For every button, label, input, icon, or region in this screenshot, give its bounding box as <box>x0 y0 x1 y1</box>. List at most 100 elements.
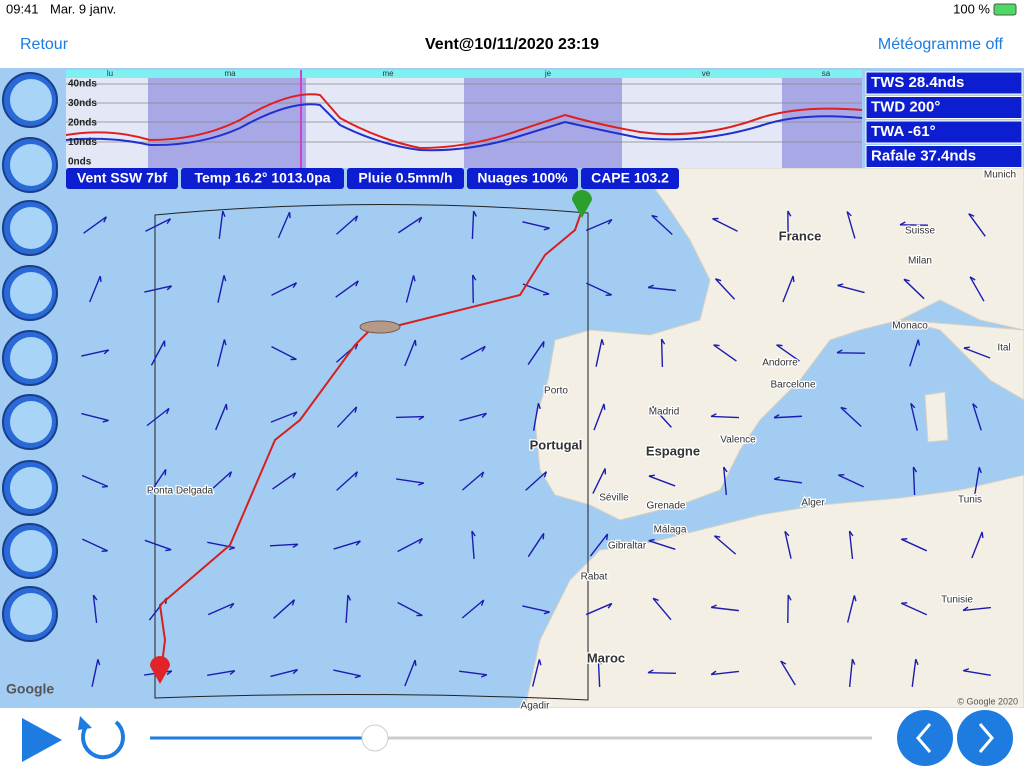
stat-text: TWA -61° <box>871 123 936 140</box>
wind-arrow <box>593 403 606 431</box>
wind-arrow <box>784 530 792 559</box>
wind-arrow <box>271 282 298 296</box>
wind-arrow <box>144 285 173 293</box>
wind-arrow <box>531 659 542 687</box>
prev-button[interactable] <box>897 710 953 766</box>
wind-arrow <box>144 539 172 552</box>
wind-arrow <box>968 213 986 237</box>
wind-arrow <box>333 669 361 679</box>
wind-arrow <box>269 543 299 548</box>
wind-arrow <box>652 597 672 621</box>
map-label: Porto <box>544 386 568 397</box>
map-label: Séville <box>599 493 629 504</box>
wind-arrow <box>207 541 235 551</box>
sidebar-icon-bg <box>10 79 52 121</box>
slider-thumb[interactable] <box>361 724 389 752</box>
play-button[interactable] <box>22 718 62 762</box>
stat-box <box>865 145 1023 168</box>
wind-arrow <box>710 670 739 676</box>
map-label: Ital <box>997 343 1010 354</box>
wind-arrow <box>971 531 984 559</box>
day-label: lu <box>107 69 113 78</box>
info-text: Temp 16.2° 1013.0pa <box>194 170 330 186</box>
y-label: 0nds <box>68 157 92 168</box>
wind-arrow <box>396 478 425 486</box>
wind-arrow <box>81 474 109 488</box>
wind-arrow <box>969 276 985 302</box>
refresh-button[interactable] <box>81 720 125 760</box>
night-band <box>782 78 862 168</box>
wind-arrow <box>150 340 166 366</box>
wind-arrow <box>333 540 361 550</box>
meteogram-grid <box>66 83 862 143</box>
info-box <box>181 168 344 189</box>
day-label: me <box>382 69 394 78</box>
stat-box <box>865 71 1023 95</box>
sidebar-icon-bg <box>10 593 52 635</box>
map-label: Alger <box>801 498 825 509</box>
boat[interactable] <box>359 320 401 334</box>
wind-arrow <box>335 280 359 298</box>
wind-arrow <box>216 339 227 367</box>
wind-arrow <box>900 602 928 616</box>
wind-arrow <box>974 466 982 495</box>
stat-text: TWD 200° <box>871 98 940 115</box>
wind-arrow <box>397 601 423 617</box>
wind-arrow <box>651 214 673 236</box>
wind-arrow <box>836 349 866 354</box>
wind-arrow <box>585 218 613 232</box>
stat-text: Rafale 37.4nds <box>871 147 976 164</box>
wind-arrow <box>773 476 802 484</box>
wind-arrow <box>149 468 167 494</box>
map-label: Munich <box>984 170 1016 181</box>
wind-arrow <box>345 594 352 624</box>
wind-arrow <box>271 346 297 361</box>
wind-arrow <box>647 284 676 292</box>
wind-arrow <box>277 211 291 239</box>
meteogram-toggle[interactable]: Météogramme off <box>878 36 1004 53</box>
wind-arrow <box>397 537 423 553</box>
map-label: Tunis <box>958 495 982 506</box>
wind-arrow <box>404 659 417 687</box>
wind-arrows <box>81 210 991 688</box>
wind-arrow <box>215 403 228 431</box>
wind-arrow <box>336 471 359 491</box>
top-bars <box>0 0 1024 68</box>
wind-arrow <box>585 602 613 616</box>
wind-arrow <box>472 274 477 304</box>
next-button[interactable] <box>957 710 1013 766</box>
wind-arrow <box>714 278 736 300</box>
y-label: 20nds <box>68 118 97 129</box>
wind-arrow <box>92 594 98 623</box>
map-label: Ponta Delgada <box>147 486 214 497</box>
battery-level: 100 % <box>953 1 990 16</box>
map-label: Valence <box>720 435 756 446</box>
wind-arrow <box>648 474 676 487</box>
wind-arrow <box>962 606 991 612</box>
wind-arrow <box>647 669 677 675</box>
sidebar-icon-bg <box>10 530 52 572</box>
info-text: Vent SSW 7bf <box>77 170 168 186</box>
day-label: ve <box>702 69 711 78</box>
wind-arrow <box>272 472 297 490</box>
wind-arrow <box>909 339 921 367</box>
wind-arrow <box>900 538 928 552</box>
battery-icon <box>993 3 1017 16</box>
start-marker[interactable] <box>150 656 170 684</box>
wind-arrow <box>397 216 423 234</box>
back-button[interactable]: Retour <box>20 36 69 53</box>
wind-arrow <box>461 599 485 619</box>
wind-arrow <box>787 210 792 240</box>
wind-arrow <box>91 659 101 687</box>
map-label: Andorre <box>762 358 798 369</box>
route-zone <box>154 203 589 701</box>
sidebar-icon-bg <box>10 401 52 443</box>
wind-arrow <box>459 412 488 422</box>
finish-marker[interactable] <box>572 190 592 218</box>
wind-arrow <box>911 658 919 687</box>
wind-arrow <box>527 341 545 365</box>
wind-arrow <box>336 215 359 235</box>
sidebar <box>2 72 58 642</box>
wind-arrow <box>207 670 236 676</box>
